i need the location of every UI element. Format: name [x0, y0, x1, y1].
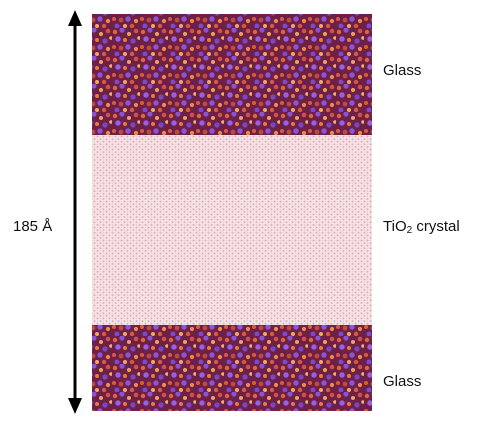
dimension-arrow	[68, 10, 82, 414]
crystal-region	[92, 135, 372, 325]
dimension-label: 185 Å	[13, 218, 52, 235]
glass-region	[92, 14, 372, 135]
region-label: TiO2 crystal	[383, 218, 460, 236]
region-label: Glass	[383, 62, 421, 79]
region-label: Glass	[383, 373, 421, 390]
glass-region	[92, 325, 372, 411]
